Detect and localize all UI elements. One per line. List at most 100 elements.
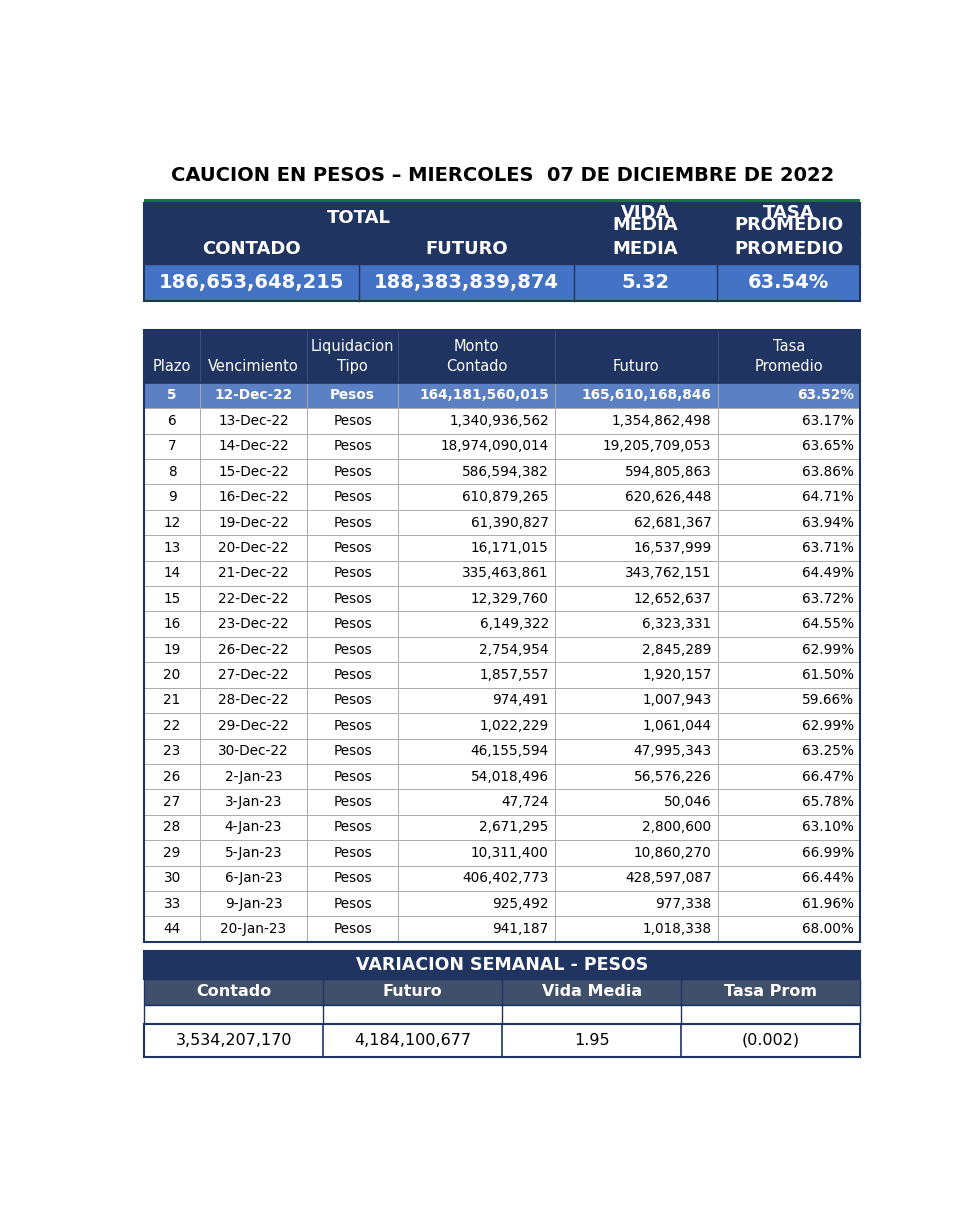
- Text: VIDA: VIDA: [620, 205, 670, 222]
- Text: 20-Dec-22: 20-Dec-22: [219, 540, 289, 555]
- Text: 335,463,861: 335,463,861: [463, 566, 549, 581]
- Text: 164,181,560,015: 164,181,560,015: [419, 388, 549, 403]
- Text: 21-Dec-22: 21-Dec-22: [219, 566, 289, 581]
- Text: Futuro: Futuro: [383, 985, 443, 999]
- Bar: [573, 233, 717, 265]
- Text: PROMEDIO: PROMEDIO: [734, 240, 843, 257]
- Text: 50,046: 50,046: [663, 795, 711, 809]
- Text: 1,340,936,562: 1,340,936,562: [449, 414, 549, 428]
- Text: 23-Dec-22: 23-Dec-22: [219, 617, 289, 631]
- Text: 19,205,709,053: 19,205,709,053: [603, 439, 711, 454]
- Text: Pesos: Pesos: [333, 821, 372, 834]
- Text: 15-Dec-22: 15-Dec-22: [219, 465, 289, 478]
- Text: Pesos: Pesos: [333, 770, 372, 783]
- Text: Liquidacion: Liquidacion: [311, 339, 394, 354]
- Text: 63.10%: 63.10%: [803, 821, 855, 834]
- Text: 977,338: 977,338: [656, 897, 711, 910]
- Text: 594,805,863: 594,805,863: [625, 465, 711, 478]
- Text: Pesos: Pesos: [333, 669, 372, 682]
- Text: 22: 22: [164, 719, 180, 733]
- Text: 2,754,954: 2,754,954: [479, 643, 549, 656]
- Text: 30-Dec-22: 30-Dec-22: [219, 744, 289, 759]
- Text: 6,323,331: 6,323,331: [642, 617, 711, 631]
- Text: 5-Jan-23: 5-Jan-23: [224, 845, 282, 860]
- Bar: [144, 536, 860, 561]
- Text: 1,920,157: 1,920,157: [642, 669, 711, 682]
- Text: PROMEDIO: PROMEDIO: [734, 216, 843, 234]
- Text: Pesos: Pesos: [333, 897, 372, 910]
- Text: 28-Dec-22: 28-Dec-22: [219, 693, 289, 708]
- Bar: [144, 459, 860, 484]
- Text: Pesos: Pesos: [333, 719, 372, 733]
- Text: Pesos: Pesos: [330, 388, 375, 403]
- Text: Pesos: Pesos: [333, 617, 372, 631]
- Text: 1.95: 1.95: [574, 1033, 610, 1048]
- Bar: [144, 510, 860, 536]
- Text: 47,995,343: 47,995,343: [633, 744, 711, 759]
- Bar: [144, 738, 860, 764]
- Bar: [144, 383, 860, 409]
- Text: Pesos: Pesos: [333, 871, 372, 886]
- Text: 19: 19: [164, 643, 180, 656]
- Text: 66.47%: 66.47%: [803, 770, 855, 783]
- Text: 65.78%: 65.78%: [802, 795, 855, 809]
- Text: Tipo: Tipo: [337, 359, 368, 373]
- Text: 63.71%: 63.71%: [803, 540, 855, 555]
- Text: Pesos: Pesos: [333, 592, 372, 606]
- Bar: [144, 865, 860, 891]
- Text: Monto: Monto: [454, 339, 500, 354]
- Bar: [144, 433, 860, 459]
- Bar: [573, 265, 717, 301]
- Text: 66.99%: 66.99%: [802, 845, 855, 860]
- Text: Pesos: Pesos: [333, 439, 372, 454]
- Text: 61.50%: 61.50%: [802, 669, 855, 682]
- Text: 1,061,044: 1,061,044: [642, 719, 711, 733]
- Text: 66.44%: 66.44%: [803, 871, 855, 886]
- Bar: [359, 265, 573, 301]
- Text: 2,671,295: 2,671,295: [479, 821, 549, 834]
- Text: 941,187: 941,187: [493, 922, 549, 936]
- Text: (0.002): (0.002): [742, 1033, 800, 1048]
- Text: 59.66%: 59.66%: [802, 693, 855, 708]
- Text: 3-Jan-23: 3-Jan-23: [224, 795, 282, 809]
- Bar: [144, 916, 860, 942]
- Text: 62,681,367: 62,681,367: [634, 516, 711, 529]
- Text: CAUCION EN PESOS – MIERCOLES  07 DE DICIEMBRE DE 2022: CAUCION EN PESOS – MIERCOLES 07 DE DICIE…: [171, 166, 834, 185]
- Text: Vencimiento: Vencimiento: [208, 359, 299, 373]
- Text: 4-Jan-23: 4-Jan-23: [224, 821, 282, 834]
- Text: 62.99%: 62.99%: [802, 643, 855, 656]
- Text: Tasa: Tasa: [773, 339, 806, 354]
- Text: 586,594,382: 586,594,382: [462, 465, 549, 478]
- Text: FUTURO: FUTURO: [425, 240, 508, 257]
- Bar: [144, 203, 573, 233]
- Text: 1,022,229: 1,022,229: [479, 719, 549, 733]
- Text: 12,329,760: 12,329,760: [470, 592, 549, 606]
- Bar: [144, 233, 359, 265]
- Text: Pesos: Pesos: [333, 744, 372, 759]
- Text: 19-Dec-22: 19-Dec-22: [219, 516, 289, 529]
- Text: 21: 21: [164, 693, 180, 708]
- Text: Contado: Contado: [196, 985, 271, 999]
- Bar: [573, 203, 717, 233]
- Text: 29-Dec-22: 29-Dec-22: [219, 719, 289, 733]
- Text: 4,184,100,677: 4,184,100,677: [354, 1033, 471, 1048]
- Text: 54,018,496: 54,018,496: [470, 770, 549, 783]
- Bar: [144, 1005, 860, 1025]
- Text: 44: 44: [164, 922, 180, 936]
- Text: 28: 28: [164, 821, 180, 834]
- Text: 5.32: 5.32: [621, 273, 669, 293]
- Bar: [144, 199, 860, 203]
- Text: 6: 6: [168, 414, 176, 428]
- Text: 16-Dec-22: 16-Dec-22: [219, 490, 289, 504]
- Text: 406,402,773: 406,402,773: [463, 871, 549, 886]
- Text: 46,155,594: 46,155,594: [470, 744, 549, 759]
- Text: Contado: Contado: [446, 359, 508, 373]
- Text: 47,724: 47,724: [501, 795, 549, 809]
- Text: 2,800,600: 2,800,600: [642, 821, 711, 834]
- Text: MEDIA: MEDIA: [612, 216, 678, 234]
- Text: 2-Jan-23: 2-Jan-23: [224, 770, 282, 783]
- Text: 63.54%: 63.54%: [748, 273, 829, 293]
- Text: 61.96%: 61.96%: [802, 897, 855, 910]
- Text: 186,653,648,215: 186,653,648,215: [159, 273, 344, 293]
- Text: Vida Media: Vida Media: [542, 985, 642, 999]
